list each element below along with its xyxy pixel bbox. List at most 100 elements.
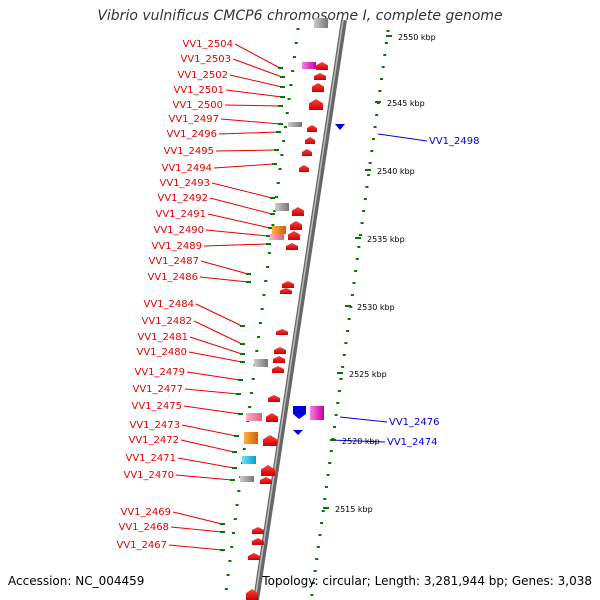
gene-arrow-forward[interactable] [309,99,323,110]
gene-block[interactable] [272,226,286,234]
gene-block[interactable] [244,432,258,444]
gene-label-forward[interactable]: VV1_2467 [117,540,168,551]
gene-label-forward[interactable]: VV1_2496 [167,129,218,140]
gene-block[interactable] [242,456,256,464]
ruler-dot [341,366,345,368]
gene-marker [246,273,251,275]
gene-block[interactable] [310,406,324,420]
gene-leader-line [234,43,281,69]
gene-arrow-forward[interactable] [305,137,315,144]
gene-label-forward[interactable]: VV1_2493 [160,178,211,189]
gene-label-forward[interactable]: VV1_2487 [149,256,200,267]
gene-block[interactable] [246,413,262,421]
forward-track-dot [292,56,296,58]
gene-label-forward[interactable]: VV1_2479 [135,367,186,378]
gene-label-reverse[interactable]: VV1_2476 [389,417,440,428]
ruler-label: 2525 kbp [349,370,387,379]
gene-leader-line [213,163,275,169]
gene-arrow-forward[interactable] [246,589,258,600]
gene-arrow-forward[interactable] [280,288,292,294]
gene-label-forward[interactable]: VV1_2468 [119,522,170,533]
ruler-dot [326,474,330,476]
gene-arrow-forward[interactable] [290,221,302,230]
gene-block[interactable] [288,122,302,127]
gene-block[interactable] [275,203,289,211]
gene-block[interactable] [270,234,284,240]
gene-leader-line [215,149,277,152]
gene-leader-line [175,474,233,481]
gene-label-forward[interactable]: VV1_2492 [158,193,209,204]
gene-arrow-forward[interactable] [316,62,328,70]
gene-marker [234,435,239,437]
gene-label-forward[interactable]: VV1_2480 [137,347,188,358]
gene-label-forward[interactable]: VV1_2486 [148,272,199,283]
gene-label-reverse[interactable]: VV1_2498 [429,136,480,147]
gene-arrow-forward[interactable] [263,435,277,446]
gene-arrow-forward[interactable] [273,356,285,363]
gene-arrow-forward[interactable] [302,149,312,156]
forward-track-dot [280,154,284,156]
gene-arrow-forward[interactable] [286,243,298,250]
gene-label-forward[interactable]: VV1_2489 [152,241,203,252]
gene-label-forward[interactable]: VV1_2469 [121,507,172,518]
gene-arrow-forward[interactable] [268,395,280,402]
forward-track-dot [249,392,253,394]
gene-leader-line [377,133,428,142]
gene-label-forward[interactable]: VV1_2503 [181,54,232,65]
gene-block[interactable] [314,18,328,28]
gene-arrow-forward[interactable] [276,329,288,335]
gene-arrow-forward[interactable] [288,231,300,240]
gene-arrow-forward[interactable] [299,165,309,172]
gene-label-forward[interactable]: VV1_2504 [183,39,234,50]
ruler-dot [378,90,382,92]
gene-marker [246,281,251,283]
gene-arrow-forward[interactable] [282,281,294,288]
gene-arrow-forward[interactable] [261,465,275,476]
gene-label-forward[interactable]: VV1_2497 [169,114,220,125]
gene-label-forward[interactable]: VV1_2473 [130,420,181,431]
gene-leader-line [232,58,283,78]
gene-label-reverse[interactable]: VV1_2474 [387,437,438,448]
gene-arrow-reverse[interactable] [335,124,345,130]
gene-arrow-reverse[interactable] [293,406,306,419]
gene-arrow-forward[interactable] [274,347,286,354]
forward-track-dot [226,574,230,576]
gene-leader-line [329,439,386,443]
gene-arrow-forward[interactable] [292,207,304,216]
gene-label-forward[interactable]: VV1_2475 [132,401,183,412]
gene-leader-line [207,213,271,229]
gene-label-forward[interactable]: VV1_2481 [138,332,189,343]
gene-label-forward[interactable]: VV1_2501 [174,85,225,96]
gene-block[interactable] [240,476,254,482]
gene-arrow-forward[interactable] [312,83,324,92]
gene-label-forward[interactable]: VV1_2502 [178,70,229,81]
gene-label-forward[interactable]: VV1_2477 [133,384,184,395]
ruler-dot [334,414,338,416]
gene-label-forward[interactable]: VV1_2471 [126,453,177,464]
ruler-dot [339,378,343,380]
gene-arrow-reverse[interactable] [293,430,303,435]
gene-label-forward[interactable]: VV1_2482 [142,316,193,327]
gene-label-forward[interactable]: VV1_2490 [154,225,205,236]
gene-label-forward[interactable]: VV1_2500 [173,100,224,111]
forward-track-dot [228,560,232,562]
gene-label-forward[interactable]: VV1_2495 [164,146,215,157]
ruler-tick [355,237,361,239]
gene-label-forward[interactable]: VV1_2491 [156,209,207,220]
gene-arrow-forward[interactable] [272,366,284,373]
gene-arrow-forward[interactable] [252,527,264,534]
gene-arrow-forward[interactable] [260,477,272,484]
gene-arrow-forward[interactable] [252,538,264,545]
gene-label-forward[interactable]: VV1_2470 [124,470,175,481]
gene-label-forward[interactable]: VV1_2484 [144,299,195,310]
gene-arrow-forward[interactable] [266,413,278,422]
gene-label-forward[interactable]: VV1_2494 [162,163,213,174]
gene-block[interactable] [254,359,268,367]
gene-arrow-forward[interactable] [248,553,260,560]
ruler-dot [329,450,333,452]
gene-arrow-forward[interactable] [314,73,326,80]
gene-arrow-forward[interactable] [307,125,317,132]
gene-label-forward[interactable]: VV1_2472 [129,435,180,446]
gene-block[interactable] [302,62,316,69]
